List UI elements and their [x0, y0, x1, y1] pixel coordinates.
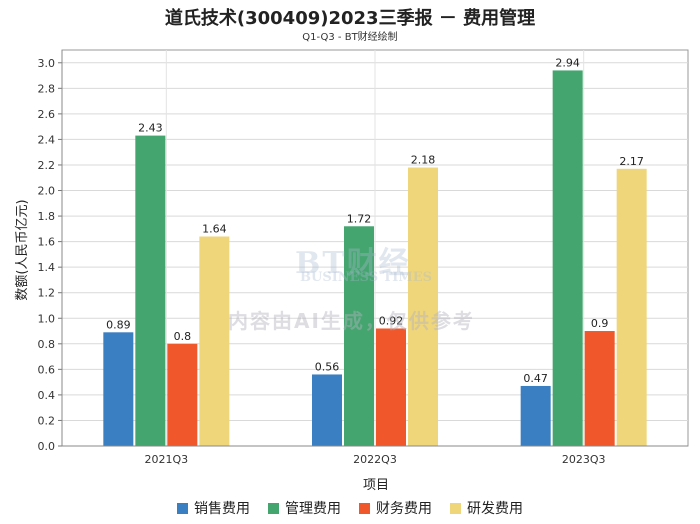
- legend-swatch: [359, 502, 370, 514]
- grid-lines: [61, 49, 689, 447]
- watermark-subtitle: BUSINESS TIMES: [300, 270, 433, 285]
- bar: [520, 385, 551, 446]
- bar: [584, 331, 615, 446]
- x-tick-label: 2021Q3: [145, 453, 189, 466]
- chart-subtitle: Q1-Q3 - BT财经绘制: [302, 32, 398, 43]
- legend-item: 管理费用: [268, 498, 341, 518]
- data-label: 1.72: [347, 212, 372, 225]
- data-label: 2.17: [619, 155, 644, 168]
- y-tick-label: 1.8: [38, 210, 56, 223]
- legend-label: 研发费用: [467, 501, 523, 517]
- y-axis-label: 数额(人民币亿元): [15, 199, 30, 300]
- legend-item: 财务费用: [359, 498, 432, 518]
- bar: [408, 167, 438, 446]
- data-label: 2.43: [138, 122, 163, 135]
- bar: [167, 343, 198, 446]
- chart-title: 道氏技术(300409)2023三季报 － 费用管理: [164, 8, 536, 29]
- bar: [616, 168, 647, 447]
- legend-swatch: [177, 502, 188, 514]
- y-tick-label: 0.0: [38, 440, 56, 453]
- y-tick-label: 1.0: [38, 312, 56, 325]
- bar: [103, 332, 134, 446]
- bars: [103, 70, 647, 447]
- data-label: 0.47: [523, 372, 548, 385]
- axes: 0.0 0.2 0.4 0.6 0.8 1.0 1.2 1.4 1.6 1.8 2.0 2.2 2.4 2…: [38, 50, 688, 466]
- y-tick-label: 0.2: [38, 414, 56, 427]
- x-tick-label: 2023Q3: [562, 453, 606, 466]
- data-label: 0.9: [591, 317, 609, 330]
- legend-label: 财务费用: [376, 501, 432, 517]
- x-tick-label: 2022Q3: [353, 453, 397, 466]
- y-tick-label: 1.4: [38, 261, 56, 274]
- legend-label: 管理费用: [285, 501, 341, 517]
- watermark-note: 内容由AI生成，仅供参考: [228, 309, 475, 333]
- data-labels: 0.89 2.43 0.8 1.64 0.56 1.72 0.92 2.18 0.47 2.94 0…: [106, 56, 644, 385]
- y-tick-label: 2.4: [38, 133, 56, 146]
- bar: [376, 328, 406, 446]
- data-label: 2.94: [555, 56, 580, 69]
- y-tick-label: 1.6: [38, 236, 56, 249]
- data-label: 2.18: [411, 154, 436, 167]
- bar: [199, 236, 230, 446]
- y-tick-label: 2.2: [38, 159, 56, 172]
- data-label: 0.56: [315, 360, 340, 373]
- y-tick-label: 2.0: [38, 185, 56, 198]
- bar: [135, 135, 166, 446]
- bar: [344, 226, 374, 446]
- watermark-brand: BT财经: [295, 246, 411, 281]
- legend-item: 销售费用: [177, 498, 250, 518]
- data-label: 1.64: [202, 223, 227, 236]
- data-label: 0.92: [379, 314, 404, 327]
- y-tick-label: 2.6: [38, 108, 56, 121]
- legend-label: 销售费用: [194, 501, 250, 517]
- y-tick-label: 0.8: [38, 338, 56, 351]
- y-tick-label: 2.8: [38, 82, 56, 95]
- legend-swatch: [450, 502, 461, 514]
- y-tick-label: 1.2: [38, 287, 56, 300]
- data-label: 0.89: [106, 318, 131, 331]
- bar: [552, 70, 583, 446]
- data-label: 0.8: [174, 330, 192, 343]
- legend-swatch: [268, 502, 279, 514]
- legend: 销售费用 管理费用 财务费用 研发费用: [0, 498, 700, 518]
- bar: [312, 374, 342, 446]
- y-tick-label: 0.6: [38, 363, 56, 376]
- y-tick-label: 0.4: [38, 389, 56, 402]
- legend-item: 研发费用: [450, 498, 523, 518]
- x-axis-label: 项目: [363, 478, 389, 493]
- y-tick-label: 3.0: [38, 57, 56, 70]
